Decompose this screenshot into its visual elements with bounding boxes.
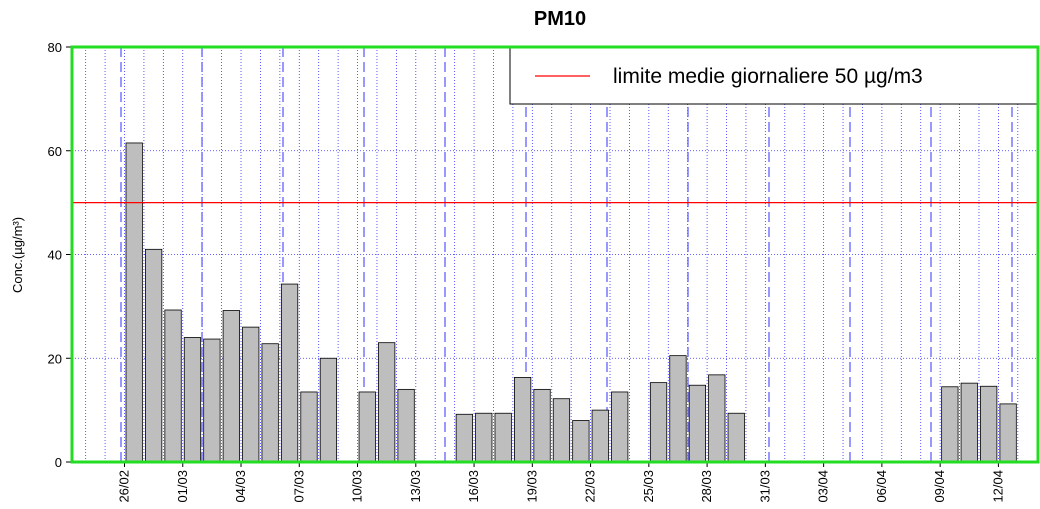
x-tick-label: 03/04 (816, 470, 831, 503)
bar (183, 337, 202, 463)
y-tick-label: 20 (48, 351, 62, 366)
bar (397, 388, 415, 463)
bar (649, 382, 668, 463)
chart-title: PM10 (534, 8, 586, 30)
bar (280, 283, 299, 463)
plot-frame (70, 45, 1040, 464)
x-tick-label: 12/04 (990, 470, 1005, 503)
bar (611, 391, 629, 463)
bar (319, 357, 338, 463)
y-tick-label: 80 (48, 40, 62, 55)
bar (552, 398, 571, 463)
bar (708, 374, 726, 463)
x-tick-label: 10/03 (350, 470, 365, 503)
bar (475, 412, 493, 463)
x-tick-label: 28/03 (699, 470, 714, 503)
bar (533, 388, 551, 463)
bar (455, 413, 473, 463)
bar (591, 409, 609, 463)
bar (378, 342, 396, 463)
legend-box (509, 47, 1039, 105)
bar (980, 385, 998, 463)
bar (960, 382, 978, 463)
x-tick-label: 07/03 (291, 470, 306, 503)
y-tick-label: 40 (48, 248, 62, 263)
y-tick-label: 0 (55, 455, 62, 470)
bar (999, 403, 1017, 463)
x-tick-label: 13/03 (408, 470, 423, 503)
bar (358, 391, 376, 463)
x-tick-label: 04/03 (233, 470, 248, 503)
x-tick-label: 16/03 (466, 470, 481, 503)
y-axis-label: Conc.(µg/m³) (10, 217, 25, 293)
bar (688, 384, 706, 463)
bar (727, 412, 745, 463)
bar (145, 248, 163, 463)
x-tick-label: 06/04 (874, 470, 889, 503)
y-tick-label: 60 (48, 144, 62, 159)
bar (222, 310, 240, 463)
bar (242, 326, 260, 463)
bar (514, 377, 532, 463)
bar (300, 391, 318, 463)
bar (941, 386, 959, 463)
bar (125, 142, 143, 463)
x-tick-label: 26/02 (117, 470, 132, 503)
bar (164, 309, 182, 463)
bar (572, 420, 590, 463)
x-tick-label: 31/03 (757, 470, 772, 503)
bar (669, 355, 687, 463)
bar (203, 338, 221, 463)
x-tick-label: 01/03 (175, 470, 190, 503)
legend-label: limite medie giornaliere 50 µg/m3 (613, 65, 923, 88)
bar (261, 343, 279, 463)
x-tick-label: 25/03 (641, 470, 656, 503)
x-tick-label: 09/04 (932, 470, 947, 503)
bar (494, 412, 512, 463)
x-tick-label: 22/03 (583, 470, 598, 503)
x-tick-label: 19/03 (524, 470, 539, 503)
